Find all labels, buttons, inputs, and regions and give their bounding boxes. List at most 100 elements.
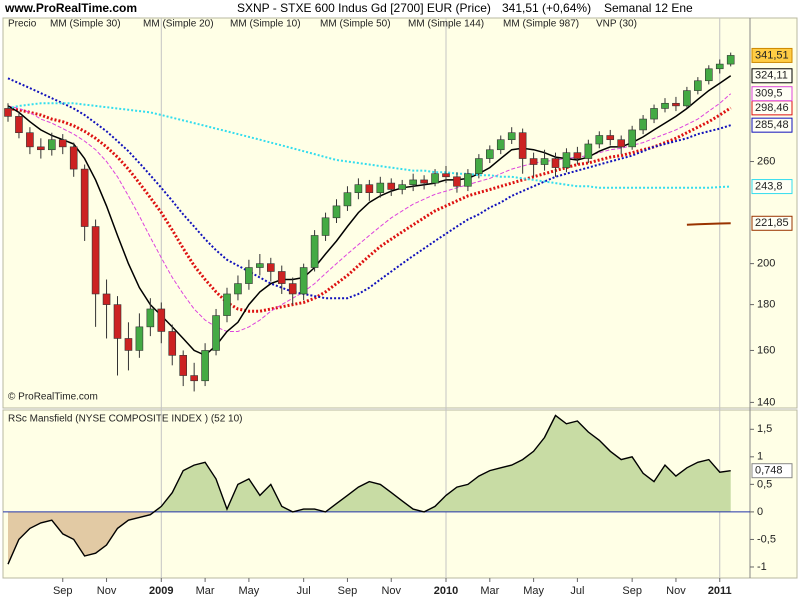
candle-body <box>617 139 626 148</box>
y-tick-label: 140 <box>757 396 775 408</box>
x-tick-label: Sep <box>622 585 642 597</box>
candle-body <box>485 149 494 159</box>
x-tick-label: Mar <box>196 585 215 597</box>
candle-body <box>124 338 133 351</box>
candle-body <box>15 116 23 134</box>
instrument-title: SXNP - STXE 600 Indus Gd [2700] EUR (Pri… <box>237 1 491 15</box>
y-tick-label: 180 <box>757 299 775 311</box>
last-value-box <box>751 117 793 133</box>
candle-body <box>453 176 461 187</box>
candle-body <box>256 263 264 268</box>
candle-body <box>661 102 669 109</box>
candle-body <box>332 205 341 219</box>
candle-body <box>343 192 352 207</box>
x-tick-label: May <box>239 585 260 597</box>
legend-entry: MM (Simple 10) <box>230 19 301 30</box>
candle-body <box>102 293 111 305</box>
y-tick-label: -1 <box>757 561 767 573</box>
candle-body <box>47 139 56 151</box>
last-value-label: 0,748 <box>755 465 783 477</box>
moving-average-line <box>7 77 731 300</box>
candle-body <box>431 173 439 184</box>
last-value-label: 285,48 <box>755 119 789 131</box>
candle-body <box>58 139 67 148</box>
last-value-label: 324,11 <box>755 70 788 82</box>
x-tick-label: Jul <box>570 585 584 597</box>
legend-entry: MM (Simple 50) <box>320 19 391 30</box>
candle-body <box>595 135 604 145</box>
candle-body <box>299 267 308 295</box>
candle-body <box>606 135 615 141</box>
candle-body <box>529 158 538 165</box>
candle-body <box>179 355 187 376</box>
candle-body <box>398 184 407 190</box>
last-value-box <box>751 47 793 63</box>
last-value-label: 221,85 <box>755 217 789 229</box>
last-value-box <box>751 86 793 102</box>
candle-body <box>584 143 593 159</box>
last-value-label: 243,8 <box>755 180 783 192</box>
moving-average-line <box>686 222 731 226</box>
candle-body <box>223 293 231 316</box>
last-value-label: 341,51 <box>755 49 789 61</box>
candle-body <box>628 129 636 148</box>
candle-body <box>4 108 12 117</box>
price-panel <box>2 17 798 409</box>
candle-body <box>420 179 428 184</box>
legend-entry: MM (Simple 144) <box>408 19 484 30</box>
candle-body <box>234 283 242 295</box>
x-tick-label: Nov <box>97 585 117 597</box>
legend-entry: MM (Simple 987) <box>503 19 579 30</box>
y-tick-label: 260 <box>757 155 775 167</box>
candle-body <box>715 63 724 70</box>
candle-body <box>365 184 374 193</box>
candle-body <box>409 179 417 185</box>
candle-body <box>442 173 450 178</box>
candle-body <box>694 80 702 91</box>
candle-body <box>518 132 527 159</box>
legend-price: Precio <box>8 19 37 30</box>
last-value-box <box>751 215 793 231</box>
candle-body <box>277 271 286 284</box>
candle-body <box>475 158 483 174</box>
candle-body <box>683 90 691 107</box>
candle-body <box>37 146 45 151</box>
candle-body <box>562 152 571 168</box>
candle-body <box>573 152 582 159</box>
moving-average-line <box>7 75 732 357</box>
candle-body <box>157 308 166 332</box>
area-negative <box>8 511 731 565</box>
y-tick-label: 1 <box>757 451 763 463</box>
candle-body <box>80 168 89 227</box>
candle-body <box>168 331 177 356</box>
candle-body <box>639 118 647 131</box>
candle-body <box>146 308 155 328</box>
last-value-box <box>751 463 793 479</box>
candle-body <box>288 283 297 295</box>
y-tick-label: 0 <box>757 506 763 518</box>
x-tick-label: 2011 <box>708 585 732 597</box>
moving-average-line <box>7 93 732 332</box>
x-tick-label: Jul <box>297 585 311 597</box>
x-tick-label: 2009 <box>149 585 173 597</box>
candle-body <box>507 132 516 141</box>
last-value-label: 309,5 <box>755 88 783 100</box>
y-tick-label: 200 <box>757 258 775 270</box>
candle-body <box>496 139 505 151</box>
x-tick-label: Nov <box>666 585 686 597</box>
legend-entry: MM (Simple 30) <box>50 19 121 30</box>
copyright: © ProRealTime.com <box>8 392 98 403</box>
x-tick-label: 2010 <box>434 585 458 597</box>
last-price: 341,51 (+0,64%) <box>502 1 591 15</box>
candle-body <box>91 226 100 295</box>
x-tick-label: May <box>523 585 544 597</box>
candle-body <box>354 184 363 193</box>
candle-body <box>540 158 549 165</box>
candle-body <box>321 217 330 236</box>
candle-body <box>26 132 34 148</box>
candle-body <box>726 55 735 65</box>
y-tick-label: 1,5 <box>757 423 772 435</box>
x-tick-label: Nov <box>381 585 401 597</box>
area-positive <box>154 415 731 512</box>
